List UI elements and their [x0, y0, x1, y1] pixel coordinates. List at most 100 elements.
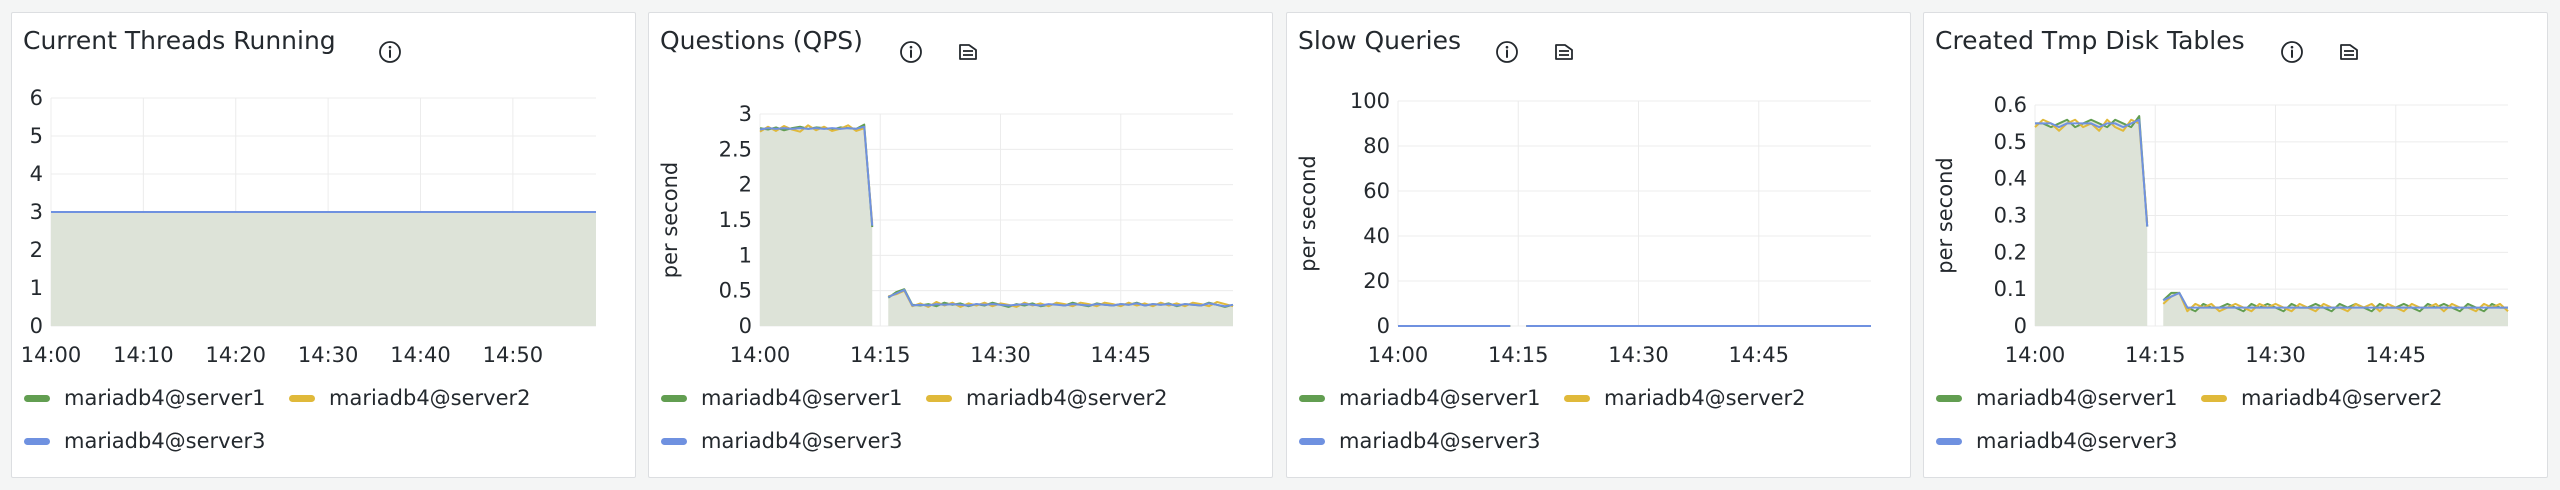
legend-label: mariadb4@server3 — [1339, 429, 1541, 453]
legend-swatch-server2 — [1564, 394, 1590, 402]
x-tick-label: 14:40 — [390, 343, 451, 367]
y-tick-label: 0.5 — [1994, 130, 2027, 154]
legend-item-server2[interactable]: mariadb4@server2 — [1564, 383, 1806, 413]
y-axis-title: per second — [1296, 155, 1320, 271]
legend-label: mariadb4@server3 — [64, 429, 266, 453]
x-tick-label: 14:10 — [113, 343, 174, 367]
x-tick-label: 14:50 — [483, 343, 544, 367]
legend-swatch-server3 — [24, 437, 50, 445]
y-tick-label: 0.2 — [1994, 240, 2027, 264]
legend-label: mariadb4@server1 — [701, 386, 903, 410]
panel-title[interactable]: Current Threads Running — [23, 26, 336, 55]
series-line-mariadb4-server3[interactable] — [2162, 291, 2508, 309]
y-tick-label: 0 — [2014, 314, 2027, 338]
chart-created-tmp-disk-tables[interactable]: 0 0.1 0.2 0.3 0.4 0.5 0.6 14:00 14:15 14:30 14:45 p… — [1924, 13, 2549, 479]
legend-swatch-server2 — [2201, 394, 2227, 402]
panel-links-icon[interactable] — [2337, 40, 2361, 64]
y-tick-label: 3 — [30, 200, 43, 224]
legend: mariadb4@server1 mariadb4@server2 mariad… — [1936, 383, 2536, 473]
x-tick-label: 14:30 — [2245, 343, 2306, 367]
legend: mariadb4@server1 mariadb4@server2 mariad… — [661, 383, 1261, 473]
series-area-fill — [2035, 116, 2148, 326]
panel-links-icon[interactable] — [956, 40, 980, 64]
panel-created-tmp-disk-tables: 0 0.1 0.2 0.3 0.4 0.5 0.6 14:00 14:15 14:30 14:45 p… — [1923, 12, 2548, 478]
info-icon[interactable] — [2280, 40, 2304, 64]
info-icon[interactable] — [1495, 40, 1519, 64]
y-tick-label: 60 — [1363, 179, 1390, 203]
panel-links-icon[interactable] — [1552, 40, 1576, 64]
legend-swatch-server3 — [1299, 437, 1325, 445]
legend: mariadb4@server1 mariadb4@server2 mariad… — [24, 383, 624, 473]
series-area-fill — [51, 212, 596, 326]
x-tick-label: 14:15 — [2125, 343, 2186, 367]
legend-label: mariadb4@server1 — [64, 386, 266, 410]
legend-label: mariadb4@server1 — [1339, 386, 1541, 410]
legend-label: mariadb4@server2 — [329, 386, 531, 410]
legend-swatch-server2 — [289, 394, 315, 402]
legend-item-server1[interactable]: mariadb4@server1 — [1936, 383, 2178, 413]
x-tick-label: 14:30 — [298, 343, 359, 367]
legend-item-server3[interactable]: mariadb4@server3 — [1299, 426, 1541, 456]
x-tick-label: 14:45 — [1090, 343, 1151, 367]
y-axis-title: per second — [658, 162, 682, 278]
y-tick-label: 0 — [739, 314, 752, 338]
y-tick-label: 4 — [30, 162, 43, 186]
legend-item-server2[interactable]: mariadb4@server2 — [926, 383, 1168, 413]
legend-item-server2[interactable]: mariadb4@server2 — [2201, 383, 2443, 413]
series-line-mariadb4-server3[interactable] — [2035, 118, 2149, 227]
y-tick-label: 0.1 — [1994, 277, 2027, 301]
series-area-fill — [760, 124, 873, 326]
legend-item-server1[interactable]: mariadb4@server1 — [661, 383, 903, 413]
y-tick-label: 2.5 — [719, 137, 752, 161]
legend-swatch-server2 — [926, 394, 952, 402]
legend-item-server2[interactable]: mariadb4@server2 — [289, 383, 531, 413]
y-tick-label: 1 — [739, 243, 752, 267]
legend-label: mariadb4@server2 — [966, 386, 1168, 410]
y-tick-label: 0.6 — [1994, 93, 2027, 117]
legend-item-server3[interactable]: mariadb4@server3 — [24, 426, 266, 456]
chart-current-threads-running[interactable]: 0 1 2 3 4 5 6 14:00 14:10 14:20 14:30 14:40 14:50 — [12, 13, 637, 479]
panel-slow-queries: 0 20 40 60 80 100 14:00 14:15 14:30 14:45 per seco… — [1286, 12, 1911, 478]
legend-swatch-server3 — [661, 437, 687, 445]
x-tick-label: 14:00 — [21, 343, 82, 367]
legend-item-server1[interactable]: mariadb4@server1 — [1299, 383, 1541, 413]
x-tick-label: 14:00 — [730, 343, 791, 367]
y-tick-label: 1 — [30, 276, 43, 300]
legend-swatch-server3 — [1936, 437, 1962, 445]
series-line-mariadb4-server3[interactable] — [759, 125, 874, 226]
y-tick-label: 20 — [1363, 269, 1390, 293]
legend-label: mariadb4@server3 — [1976, 429, 2178, 453]
legend-item-server3[interactable]: mariadb4@server3 — [661, 426, 903, 456]
x-tick-label: 14:15 — [1488, 343, 1549, 367]
legend-item-server3[interactable]: mariadb4@server3 — [1936, 426, 2178, 456]
y-tick-label: 1.5 — [719, 208, 752, 232]
chart-slow-queries[interactable]: 0 20 40 60 80 100 14:00 14:15 14:30 14:45 per seco… — [1287, 13, 1912, 479]
y-tick-label: 2 — [739, 173, 752, 197]
info-icon[interactable] — [899, 40, 923, 64]
y-tick-label: 0 — [1377, 314, 1390, 338]
info-icon[interactable] — [378, 40, 402, 64]
series-area-fill — [2163, 292, 2508, 326]
x-tick-label: 14:30 — [1608, 343, 1669, 367]
x-tick-label: 14:30 — [970, 343, 1031, 367]
legend-swatch-server1 — [24, 394, 50, 402]
x-tick-label: 14:20 — [205, 343, 266, 367]
x-tick-label: 14:00 — [1368, 343, 1429, 367]
legend-item-server1[interactable]: mariadb4@server1 — [24, 383, 266, 413]
y-tick-label: 0.4 — [1994, 167, 2027, 191]
x-tick-label: 14:45 — [2365, 343, 2426, 367]
legend-label: mariadb4@server1 — [1976, 386, 2178, 410]
x-tick-label: 14:00 — [2005, 343, 2066, 367]
y-tick-label: 0.5 — [719, 279, 752, 303]
legend-label: mariadb4@server2 — [2241, 386, 2443, 410]
y-tick-label: 0 — [30, 314, 43, 338]
panel-title[interactable]: Created Tmp Disk Tables — [1935, 26, 2245, 55]
panel-title[interactable]: Questions (QPS) — [660, 26, 863, 55]
panel-title[interactable]: Slow Queries — [1298, 26, 1462, 55]
y-tick-label: 3 — [739, 102, 752, 126]
legend-label: mariadb4@server2 — [1604, 386, 1806, 410]
chart-questions-qps[interactable]: 0 0.5 1 1.5 2 2.5 3 14:00 14:15 14:30 14:45 per sec… — [649, 13, 1274, 479]
y-tick-label: 6 — [30, 86, 43, 110]
legend: mariadb4@server1 mariadb4@server2 mariad… — [1299, 383, 1899, 473]
series-line-mariadb4-server3[interactable] — [887, 288, 1234, 308]
